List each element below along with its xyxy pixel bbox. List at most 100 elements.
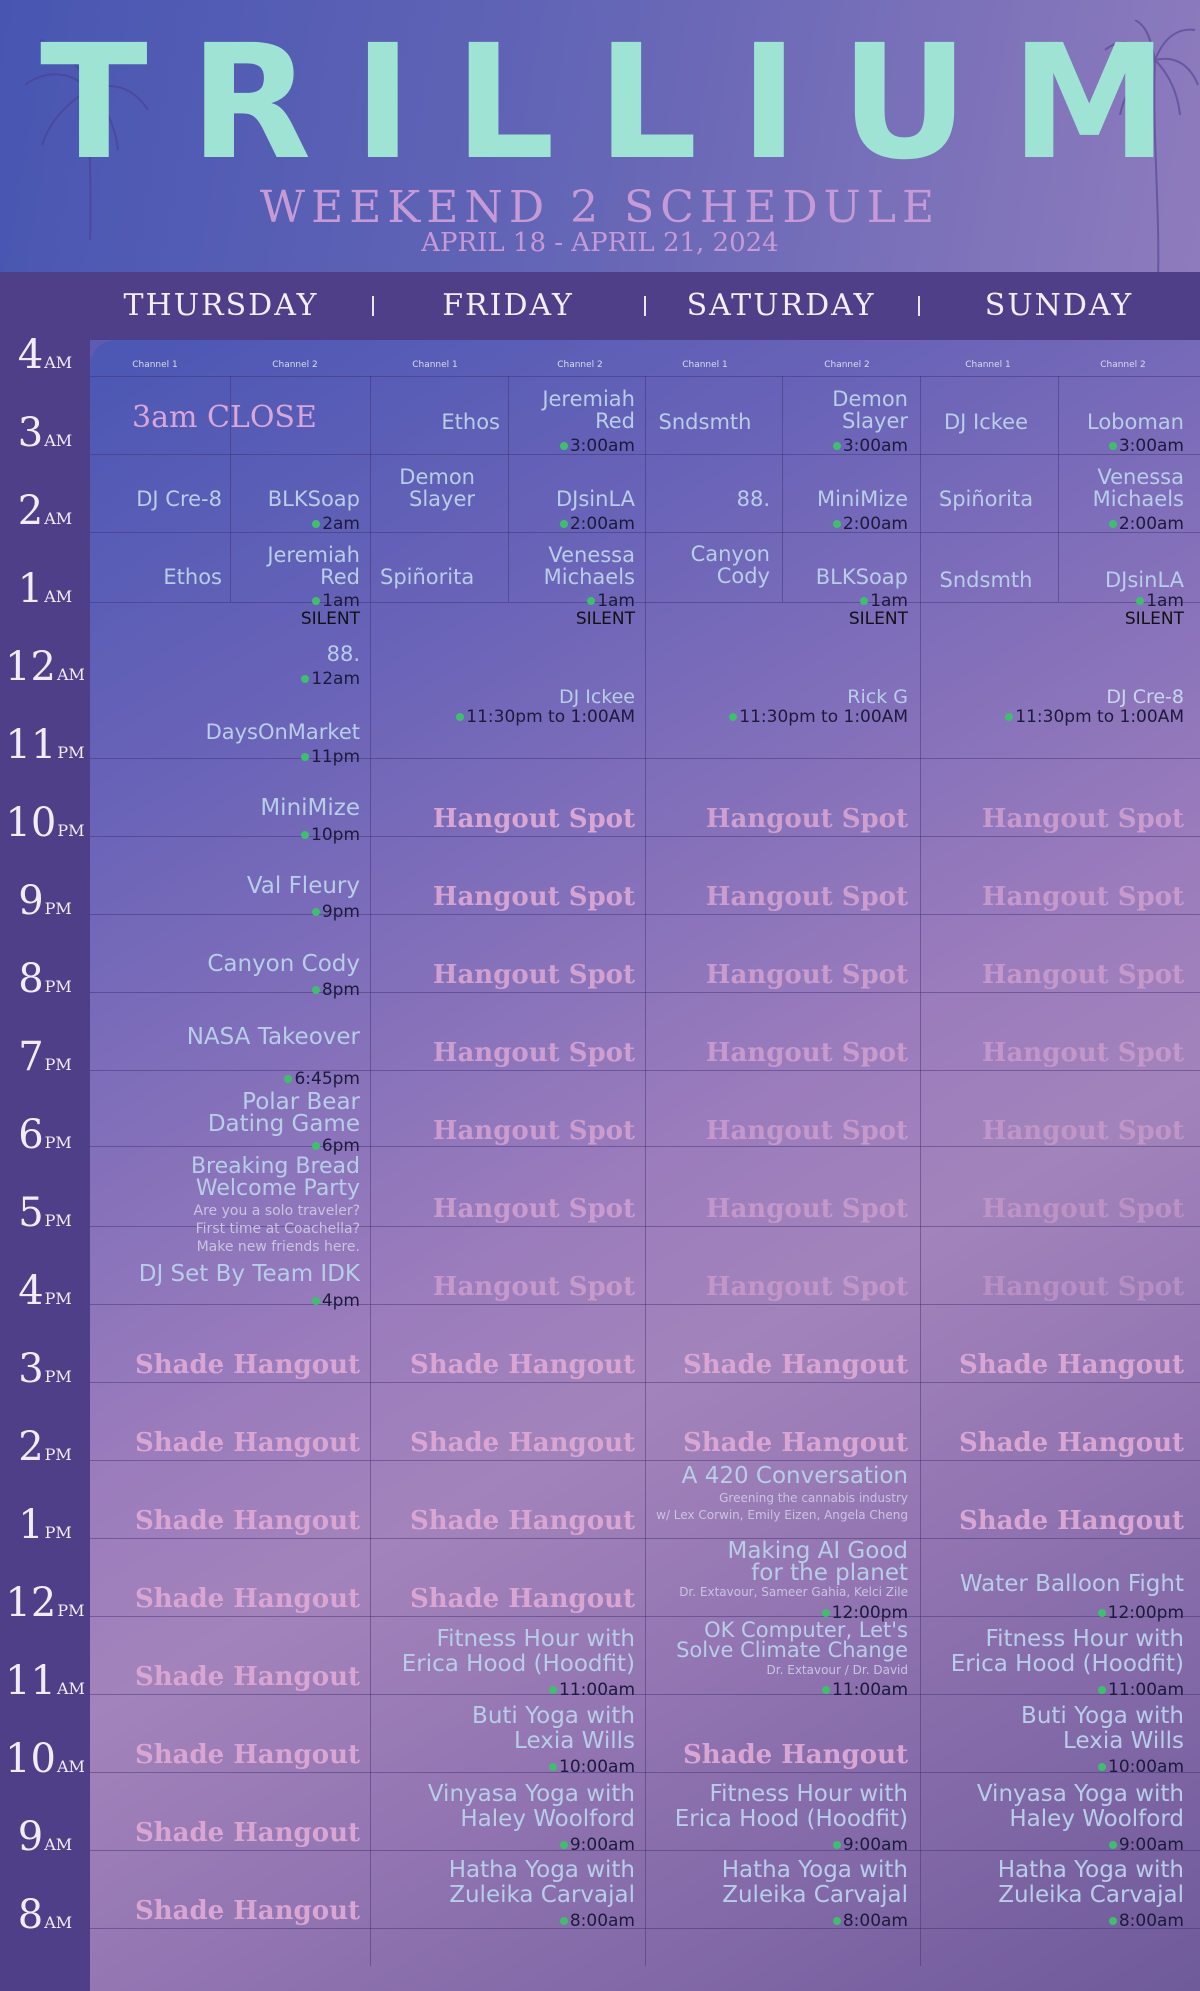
shade-hangout-label: Shade Hangout [409, 1584, 635, 1614]
event-name: Breaking Bread Welcome Party [190, 1154, 360, 1201]
event-name: Canyon Cody [690, 542, 770, 588]
event-name: DJsinLA [556, 487, 635, 511]
hour-ampm: AM [56, 665, 85, 684]
dot-icon [1108, 442, 1117, 450]
event-name: Demon Slayer [399, 465, 475, 511]
hangout-spot-label: Hangout Spot [705, 882, 908, 912]
event-time: 12:00pm [645, 1604, 908, 1622]
event-time: 10:00am [920, 1758, 1184, 1776]
hour-number: 9 [18, 878, 44, 924]
dot-icon [822, 1686, 831, 1694]
day-saturday: SATURDAY [686, 288, 876, 323]
event-time: 2am [230, 515, 360, 533]
event-name: Polar Bear Dating Game [207, 1089, 360, 1137]
hour-number: 11 [5, 722, 57, 768]
time-text: 10:00am [1108, 1757, 1184, 1777]
event-time: 3:00am [1056, 437, 1184, 455]
grid-row-line [90, 602, 1200, 603]
shade-hangout-label: Shade Hangout [134, 1740, 360, 1770]
time-text: 9:00am [1118, 1835, 1184, 1855]
time-text: 11:30pm to 1:00AM [739, 707, 908, 727]
event-time: 9:00am [645, 1836, 908, 1854]
event-name: 88. [736, 487, 770, 511]
hour-number: 8 [17, 1892, 44, 1938]
event-time: 2:00am [780, 515, 908, 533]
grid-row-line [90, 992, 1200, 993]
channel-label: Channel 2 [824, 360, 870, 370]
hangout-spot-label: Hangout Spot [705, 1272, 908, 1302]
hour-number: 11 [5, 1658, 56, 1704]
channel-label: Channel 1 [132, 360, 178, 370]
dot-icon [301, 831, 310, 839]
dot-icon [311, 1142, 320, 1150]
event-time: 12:00pm [920, 1604, 1184, 1622]
hour-ampm: PM [44, 1445, 72, 1464]
event-name: Buti Yoga with Lexia Wills [472, 1703, 635, 1754]
event-name: Canyon Cody [207, 951, 360, 977]
hour-label: 12PM [0, 1580, 90, 1626]
grid-row-line [90, 1460, 1200, 1461]
hour-ampm: PM [57, 1601, 85, 1620]
time-text: 8pm [321, 980, 360, 1000]
time-text: 12:00pm [1107, 1603, 1184, 1623]
hangout-spot-label: Hangout Spot [432, 960, 635, 990]
time-text: 1am [322, 591, 360, 611]
hour-ampm: PM [44, 1523, 72, 1542]
event-name: 88. [326, 642, 360, 666]
dot-icon [1108, 1841, 1117, 1849]
event-time: 6pm [90, 1137, 360, 1155]
hangout-spot-label: Hangout Spot [981, 1194, 1184, 1224]
event-name: Spiñorita [938, 487, 1034, 511]
time-text: 11:30pm to 1:00AM [466, 707, 635, 727]
event-name: Vinyasa Yoga with Haley Woolford [427, 1781, 635, 1832]
event-name: MiniMize [817, 487, 908, 511]
time-text: 11pm [311, 747, 360, 767]
hour-label: 10AM [0, 1736, 90, 1782]
hour-label: 8AM [0, 1892, 90, 1938]
hour-label: 7PM [0, 1034, 90, 1080]
hangout-spot-label: Hangout Spot [705, 1194, 908, 1224]
event-note: Dr. Extavour / Dr. David [766, 1663, 908, 1677]
time-text: 10pm [311, 825, 360, 845]
channel-label: Channel 1 [412, 360, 458, 370]
grid-row-line [90, 1304, 1200, 1305]
event-note: Are you a solo traveler? First time at C… [193, 1203, 360, 1255]
dot-icon [284, 1075, 293, 1083]
dot-icon [832, 520, 841, 528]
dot-icon [1108, 1917, 1117, 1925]
hour-number: 5 [18, 1190, 44, 1236]
hour-ampm: AM [44, 509, 73, 528]
time-text: 11:00am [832, 1680, 908, 1700]
hour-number: 8 [18, 956, 44, 1002]
hour-ampm: AM [56, 1679, 85, 1698]
hour-number: 4 [18, 1268, 44, 1314]
shade-hangout-label: Shade Hangout [409, 1506, 635, 1536]
event-name: Jeremiah Red [267, 543, 360, 589]
grid-row-line [90, 1850, 1200, 1851]
hangout-spot-label: Hangout Spot [705, 1038, 908, 1068]
event-time: 2:00am [1056, 515, 1184, 533]
grid-day-line [370, 376, 371, 1966]
shade-hangout-label: Shade Hangout [958, 1506, 1184, 1536]
day-thursday: THURSDAY [123, 288, 319, 323]
dot-icon [559, 442, 568, 450]
event-name: Water Balloon Fight [959, 1571, 1184, 1597]
dot-icon [301, 753, 310, 761]
grid-row-line [90, 1070, 1200, 1071]
shade-hangout-label: Shade Hangout [682, 1740, 908, 1770]
hour-ampm: AM [56, 1757, 85, 1776]
event-name: BLKSoap [815, 565, 908, 589]
shade-hangout-label: Shade Hangout [134, 1896, 360, 1926]
time-text: 12am [311, 669, 360, 689]
event-name: BLKSoap [267, 487, 360, 511]
dot-icon [1098, 1686, 1107, 1694]
day-separator [918, 296, 920, 316]
time-text: 10:00am [559, 1757, 635, 1777]
event-time: 12am [90, 670, 360, 688]
grid-row-line [90, 1226, 1200, 1227]
event-time: 11:30pm to 1:00AM [370, 708, 635, 726]
day-header-bar: THURSDAY FRIDAY SATURDAY SUNDAY [0, 272, 1200, 340]
header: TRILLIUM WEEKEND 2 SCHEDULE APRIL 18 - A… [0, 0, 1200, 280]
event-name: DJ Set By Team IDK [138, 1261, 360, 1287]
hour-label: 3AM [0, 410, 90, 456]
